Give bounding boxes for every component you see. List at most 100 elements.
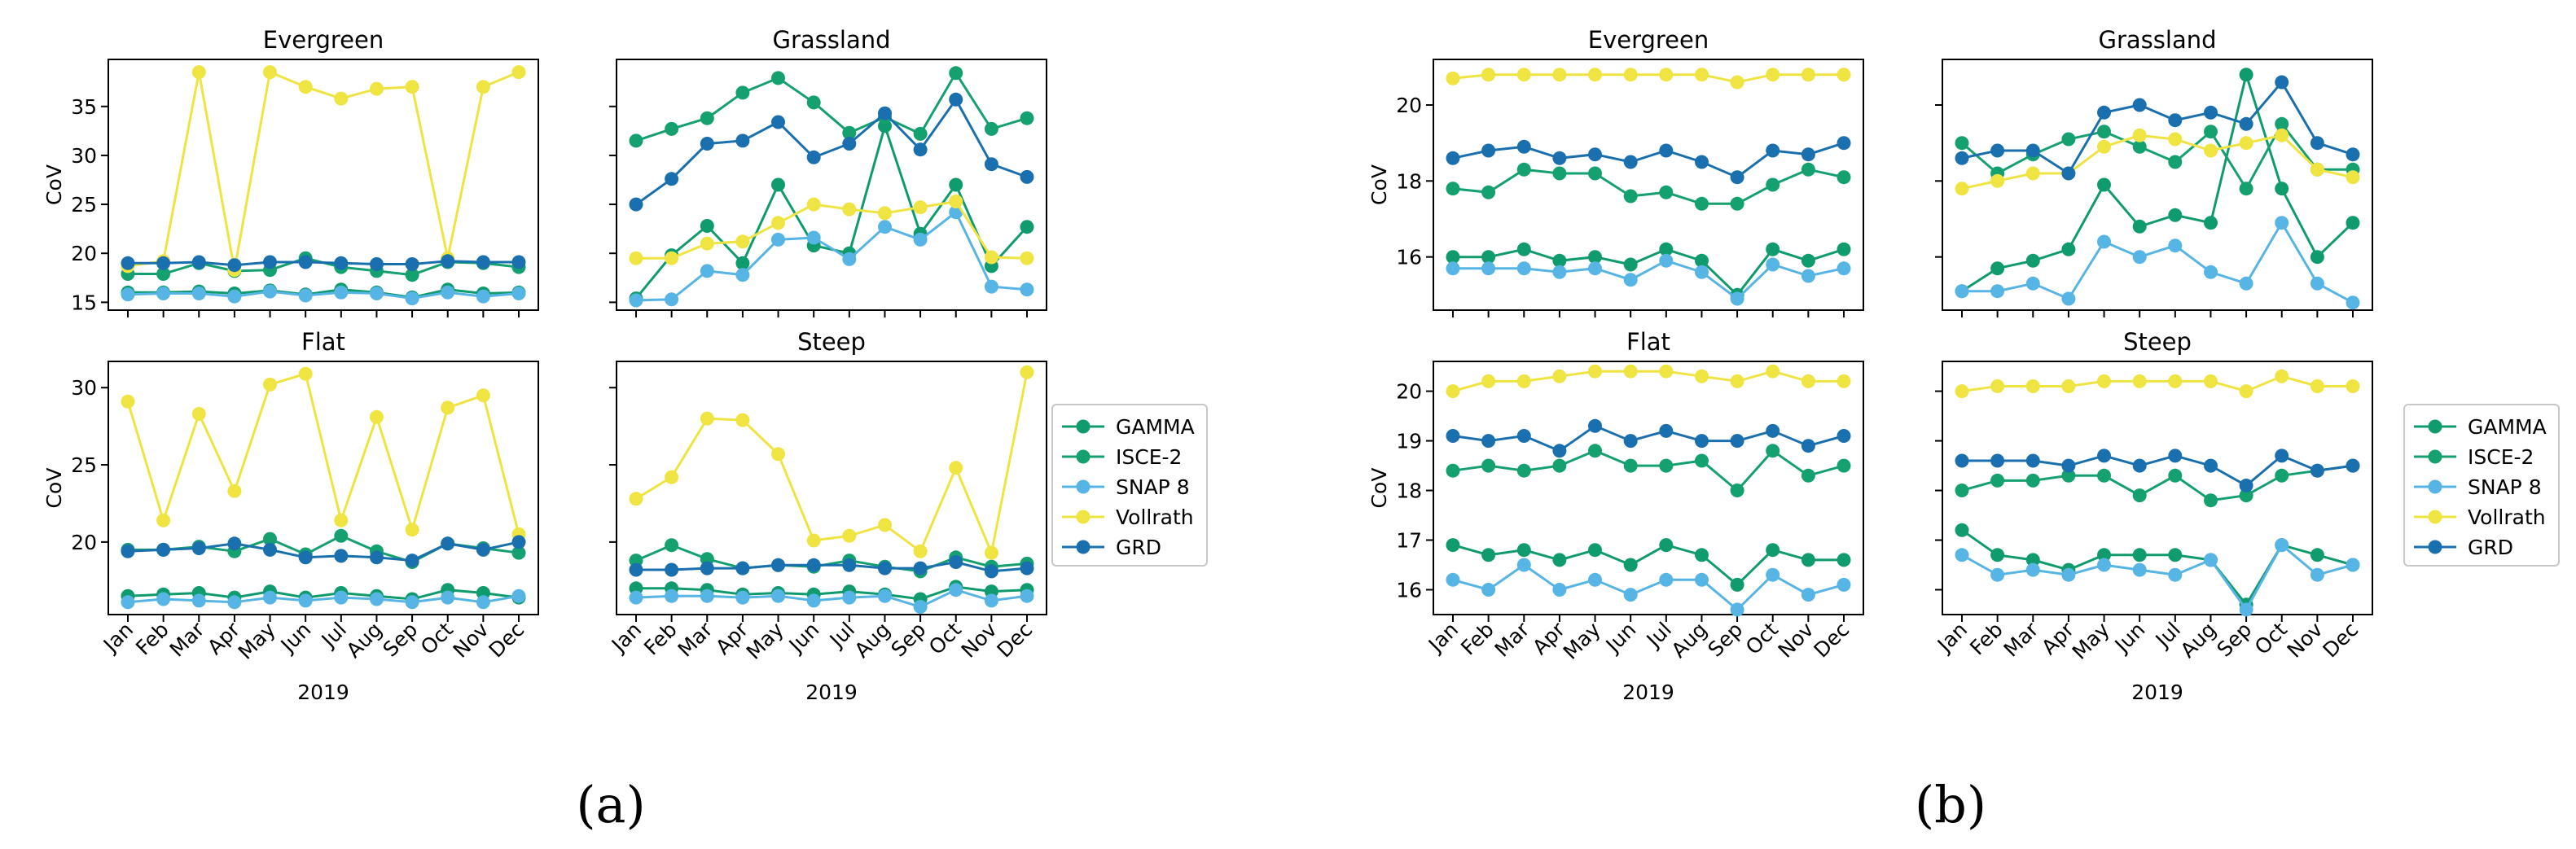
- subplot-evergreen-0: Evergreen 15 20 25 30 35 CoV: [42, 26, 539, 317]
- data-point: [1623, 189, 1638, 203]
- y-tick-label: 16: [1396, 579, 1422, 602]
- data-point: [1446, 182, 1460, 196]
- data-point: [1516, 463, 1531, 478]
- data-point: [441, 590, 455, 605]
- data-point: [2239, 488, 2253, 503]
- legend-label: GRD: [1116, 536, 1161, 559]
- x-tick-label: Dec: [993, 618, 1038, 663]
- series-grd: [1955, 75, 2360, 181]
- data-point: [1695, 155, 1709, 169]
- data-point: [1552, 369, 1567, 383]
- x-tick-label: Sep: [887, 618, 931, 662]
- data-point: [1955, 548, 1969, 562]
- data-point: [1837, 553, 1851, 567]
- data-point: [665, 251, 679, 265]
- data-point: [405, 523, 419, 537]
- data-point: [2168, 468, 2183, 483]
- data-point: [405, 80, 419, 94]
- legend-b: GAMMA ISCE-2 SNAP 8 Vollrath GRD: [2403, 404, 2560, 567]
- data-point: [1516, 162, 1531, 177]
- data-point: [1623, 273, 1638, 287]
- data-point: [1588, 147, 1602, 162]
- data-point: [1020, 251, 1034, 265]
- data-point: [1766, 242, 1780, 256]
- legend-label: GAMMA: [2468, 415, 2547, 439]
- data-point: [370, 257, 384, 271]
- data-point: [2168, 208, 2183, 222]
- x-tick-label: Sep: [1704, 618, 1748, 662]
- data-point: [1955, 284, 1969, 299]
- legend-label: Vollrath: [1116, 505, 1194, 529]
- series-vollrath: [1446, 68, 1851, 90]
- data-point: [156, 513, 171, 527]
- data-point: [1955, 384, 1969, 399]
- data-point: [665, 470, 679, 484]
- data-point: [1695, 68, 1709, 82]
- data-point: [1695, 434, 1709, 449]
- data-point: [1990, 284, 2005, 299]
- data-point: [1801, 68, 1815, 82]
- data-point: [1623, 434, 1638, 449]
- axes-frame: [1433, 59, 1864, 311]
- data-point: [2132, 139, 2147, 154]
- series-line: [635, 70, 1028, 142]
- data-point: [1801, 588, 1815, 602]
- data-point: [1837, 68, 1851, 82]
- data-point: [1552, 553, 1567, 567]
- data-point: [191, 65, 206, 80]
- series-line: [1452, 168, 1845, 205]
- data-point: [1990, 453, 2005, 468]
- data-point: [1020, 282, 1034, 297]
- series-line: [1452, 543, 1844, 587]
- series-snap-8: [1955, 216, 2360, 310]
- legend-entry-isce-2: ISCE-2: [2414, 445, 2534, 469]
- y-tick-label: 20: [1396, 94, 1422, 117]
- data-point: [1446, 463, 1460, 478]
- data-point: [2204, 216, 2218, 230]
- data-point: [476, 595, 490, 610]
- axes-frame: [616, 361, 1047, 615]
- data-point: [2061, 458, 2076, 473]
- data-point: [665, 589, 679, 603]
- data-point: [2310, 162, 2324, 177]
- legend-entry-gamma: GAMMA: [1062, 415, 1195, 439]
- data-point: [263, 542, 277, 557]
- data-point: [1481, 583, 1496, 597]
- data-point: [878, 106, 892, 120]
- data-point: [1801, 269, 1815, 283]
- legend-label: ISCE-2: [1116, 445, 1182, 469]
- subplot-title: Grassland: [2099, 26, 2217, 54]
- data-point: [1659, 572, 1674, 587]
- data-point: [842, 252, 857, 266]
- series-grd: [629, 92, 1034, 212]
- x-tick-label: Jun: [783, 618, 824, 659]
- data-point: [263, 65, 277, 80]
- data-point: [2097, 558, 2111, 572]
- data-point: [1481, 68, 1496, 82]
- data-point: [1588, 166, 1602, 181]
- data-point: [1990, 173, 2005, 188]
- data-point: [1516, 374, 1531, 388]
- data-point: [1623, 558, 1638, 572]
- data-point: [1516, 68, 1531, 82]
- data-point: [1552, 166, 1567, 181]
- data-point: [2097, 139, 2111, 154]
- data-point: [949, 195, 963, 208]
- data-point: [1588, 572, 1602, 587]
- y-axis-label: CoV: [1367, 468, 1391, 509]
- data-point: [191, 255, 206, 269]
- x-tick-label: Mar: [165, 617, 209, 661]
- x-tick-label: May: [1559, 618, 1605, 664]
- data-point: [2275, 216, 2289, 230]
- data-point: [1837, 261, 1851, 276]
- data-point: [2132, 548, 2147, 562]
- subplot-title: Grassland: [773, 26, 891, 54]
- y-tick-label: 25: [71, 193, 97, 217]
- data-point: [1552, 583, 1567, 597]
- data-point: [370, 409, 384, 424]
- data-point: [735, 85, 750, 100]
- axes-frame: [108, 59, 539, 311]
- data-point: [878, 561, 892, 575]
- data-point: [1955, 484, 1969, 497]
- data-point: [806, 533, 821, 548]
